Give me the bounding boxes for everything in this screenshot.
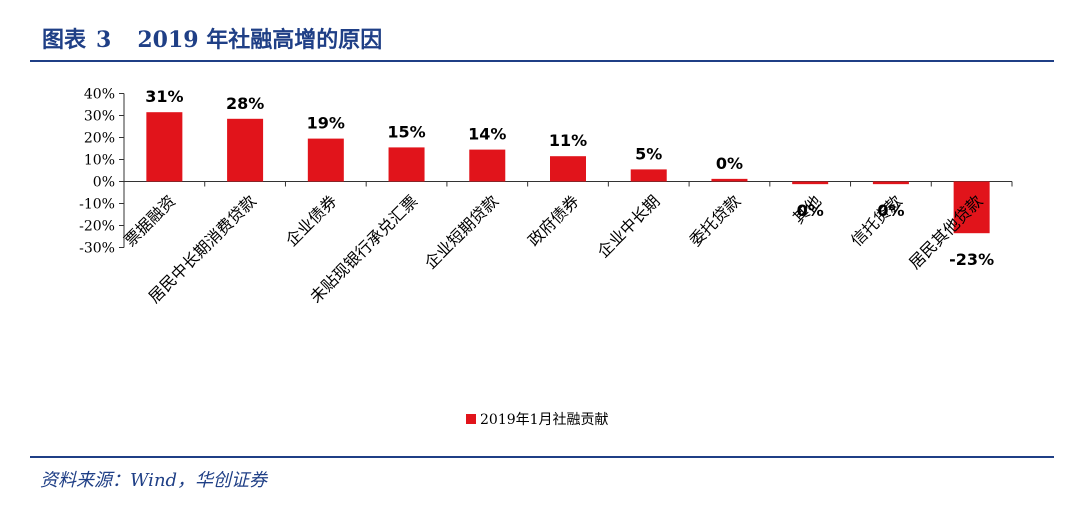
data-label: -23% [949,250,994,269]
category-label: 委托贷款 [686,191,745,250]
data-label: 5% [635,144,662,163]
data-label: 11% [549,131,587,150]
figure-title: 图表 3 2019 年社融高增的原因 [42,22,382,58]
category-label: 企业债券 [282,191,341,250]
legend-swatch [466,414,476,424]
y-tick-label: 20% [84,131,115,147]
category-label: 票据融资 [120,191,179,250]
y-tick-label: 0% [93,175,115,191]
y-tick-label: -20% [79,219,115,235]
source-note: 资料来源：Wind，华创证券 [40,470,268,491]
bar [953,181,990,234]
bar [711,178,748,182]
data-label: 15% [387,122,425,141]
legend-label: 2019年1月社融贡献 [480,412,609,428]
y-tick-label: -30% [79,241,115,257]
footer-rule [30,456,1054,458]
y-tick-label: 10% [84,153,115,169]
figure-label: 图表 [42,27,87,53]
data-label: 31% [145,87,183,106]
header-rule [30,60,1054,62]
category-label: 企业中长期 [594,191,664,261]
y-tick-label: 40% [84,87,115,103]
figure-number: 3 [96,27,112,53]
category-label: 政府债券 [524,191,583,250]
bar [469,149,506,182]
data-label: 19% [307,114,345,133]
data-label: 0% [797,201,824,220]
data-label: 0% [716,154,743,173]
y-tick-label: 30% [84,109,115,125]
y-tick-label: -10% [79,197,115,213]
data-label: 28% [226,94,264,113]
bar [388,147,425,182]
bar [630,169,667,182]
bar [550,156,586,182]
bar [872,181,909,185]
bar [792,181,829,185]
bar [146,112,183,182]
bar-chart: 40%30%20%10%0%-10%-20%-30%31%票据融资28%居民中长… [79,87,1013,428]
bar [307,138,344,182]
category-label: 企业短期贷款 [421,191,502,272]
figure-title-text: 2019 年社融高增的原因 [137,27,383,53]
bar [227,118,264,182]
data-label: 0% [877,201,904,220]
data-label: 14% [468,125,506,144]
category-label: 其他 [789,191,825,227]
